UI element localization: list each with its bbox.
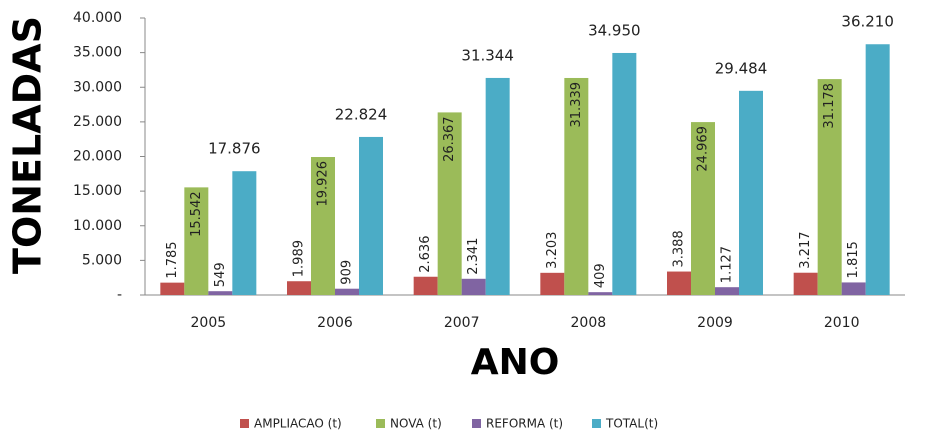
data-label: 31.344 <box>461 46 514 64</box>
data-label: 31.178 <box>822 83 837 129</box>
legend-swatch <box>592 419 601 428</box>
data-label: 22.824 <box>335 105 388 123</box>
y-tick-label: 20.000 <box>73 149 122 165</box>
x-tick-label: 2010 <box>824 315 860 331</box>
data-label: 549 <box>213 262 228 287</box>
data-label: 909 <box>340 260 355 285</box>
bar <box>612 52 637 295</box>
bar <box>865 44 890 295</box>
x-tick-label: 2008 <box>571 315 607 331</box>
bar <box>311 157 335 295</box>
y-tick-label: 15.000 <box>73 183 122 199</box>
bar <box>287 281 311 295</box>
data-label: 1.815 <box>846 241 861 278</box>
legend-label: TOTAL(t) <box>605 417 658 430</box>
data-label: 15.542 <box>189 191 204 237</box>
data-label: 31.339 <box>569 82 584 128</box>
data-label: 2.636 <box>418 236 433 273</box>
bar <box>437 112 462 295</box>
legend-label: NOVA (t) <box>390 417 442 430</box>
bar <box>691 122 715 295</box>
bar <box>184 187 209 295</box>
legend-swatch <box>240 419 249 428</box>
legend-label: REFORMA (t) <box>486 417 563 430</box>
bar <box>160 282 185 295</box>
y-tick-label: 25.000 <box>73 114 122 130</box>
bar <box>461 278 486 295</box>
bar <box>817 79 842 295</box>
data-label: 1.127 <box>720 246 735 283</box>
bar <box>715 287 739 295</box>
bar <box>540 272 565 295</box>
data-label: 24.969 <box>696 126 711 172</box>
bar <box>667 271 691 295</box>
y-tick-label: 30.000 <box>73 79 122 95</box>
y-axis-label: TONELADAS <box>6 16 50 274</box>
x-tick-label: 2009 <box>697 315 733 331</box>
data-label: 409 <box>593 263 608 288</box>
legend-swatch <box>376 419 385 428</box>
bar <box>359 136 383 295</box>
bar <box>739 90 763 295</box>
data-label: 29.484 <box>715 59 768 77</box>
bar <box>208 291 233 295</box>
y-tick-label: 10.000 <box>73 218 122 234</box>
legend-swatch <box>472 419 481 428</box>
y-tick-label: - <box>117 287 122 303</box>
bar <box>588 292 613 295</box>
y-tick-label: 5.000 <box>82 252 122 268</box>
x-tick-label: 2005 <box>191 315 227 331</box>
y-tick-label: 35.000 <box>73 45 122 61</box>
bar <box>335 288 359 295</box>
x-tick-label: 2007 <box>444 315 480 331</box>
data-label: 36.210 <box>841 13 894 31</box>
bar <box>232 171 257 295</box>
legend-label: AMPLIACAO (t) <box>254 417 342 430</box>
bar <box>485 77 510 295</box>
data-label: 19.926 <box>316 161 331 207</box>
data-label: 2.341 <box>466 238 481 275</box>
data-label: 17.876 <box>208 140 261 158</box>
bar <box>841 282 866 295</box>
bar <box>413 276 438 295</box>
data-label: 3.217 <box>798 232 813 269</box>
y-tick-label: 40.000 <box>73 10 122 26</box>
data-label: 3.203 <box>545 232 560 269</box>
data-label: 3.388 <box>672 230 687 267</box>
data-label: 26.367 <box>442 116 457 162</box>
x-tick-label: 2006 <box>317 315 353 331</box>
data-label: 34.950 <box>588 21 641 39</box>
bar <box>564 77 589 296</box>
data-label: 1.785 <box>165 241 180 278</box>
data-label: 1.989 <box>292 240 307 277</box>
bar <box>793 272 818 295</box>
x-axis-label: ANO <box>471 342 560 383</box>
